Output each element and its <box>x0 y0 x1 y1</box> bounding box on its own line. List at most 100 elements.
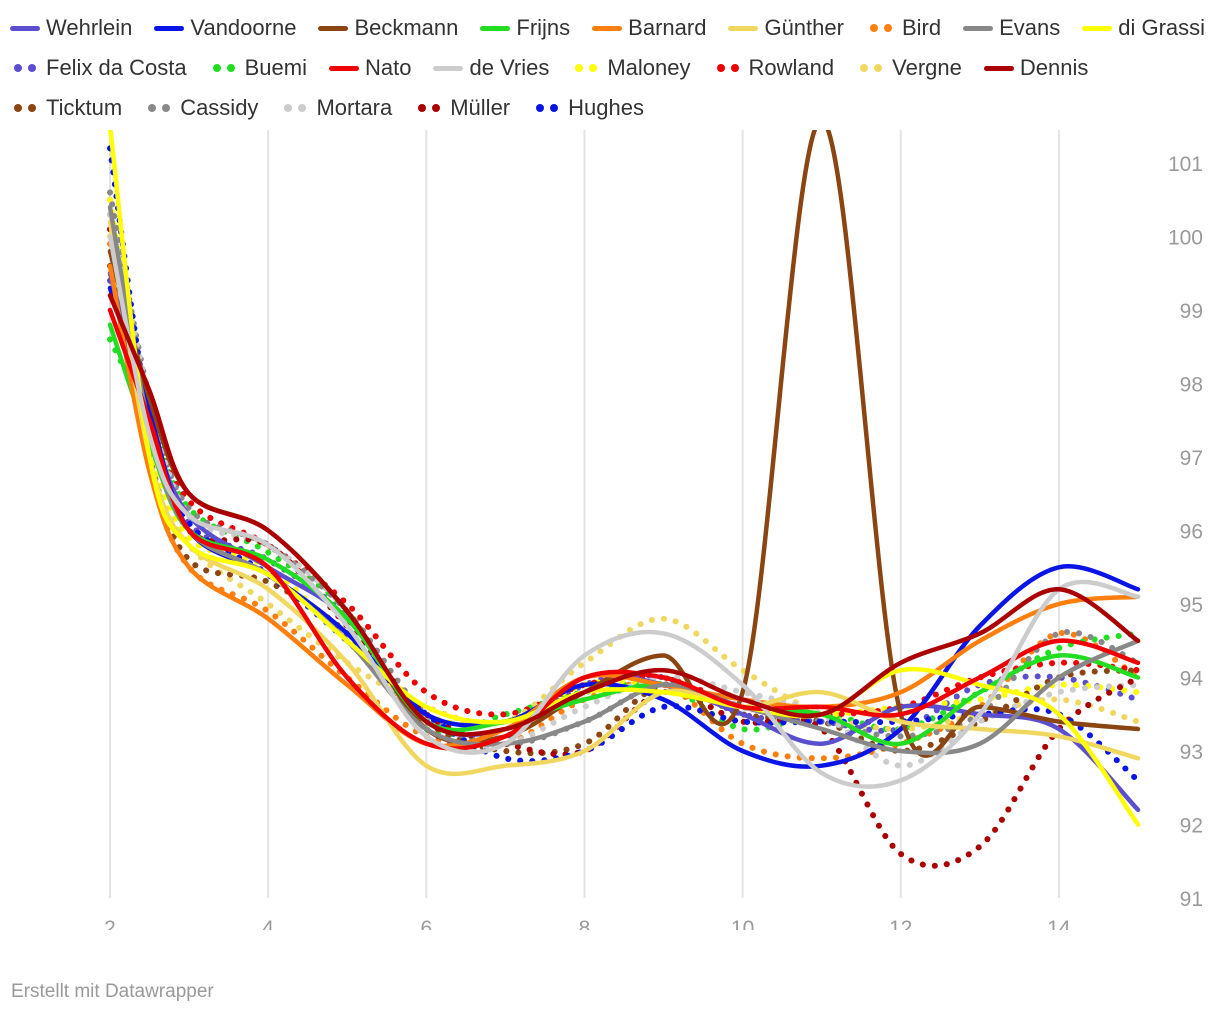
legend-swatch <box>963 21 994 35</box>
legend-label: Ticktum <box>46 95 123 120</box>
x-axis-ticks: 2 4 6 8 10 12 14 <box>104 917 1071 930</box>
legend-swatch <box>480 21 511 35</box>
legend-item: Evans <box>963 8 1060 48</box>
legend-swatch <box>713 61 743 75</box>
series-line-vergne <box>107 233 1141 732</box>
legend-item: Beckmann <box>318 8 458 48</box>
legend-label: Müller <box>450 95 511 120</box>
legend-swatch <box>10 21 40 35</box>
legend-item: Mortara <box>280 88 392 128</box>
legend-swatch <box>209 61 239 75</box>
footer-credit: Erstellt mit Datawrapper <box>11 981 214 1002</box>
legend-label: Nato <box>364 55 412 80</box>
legend-item: Rowland <box>713 48 835 88</box>
y-tick-label: 93 <box>1180 741 1203 764</box>
legend-label: Wehrlein <box>46 15 133 40</box>
legend-item: Vandoorne <box>154 8 296 48</box>
legend-swatch <box>328 61 359 75</box>
legend-label: Evans <box>999 15 1061 40</box>
legend-item: Frijns <box>480 8 570 48</box>
legend-item: Maloney <box>571 48 691 88</box>
legend-item: Cassidy <box>144 88 258 128</box>
series-line-nato <box>107 307 1141 751</box>
legend-item: Ticktum <box>10 88 122 128</box>
legend-label: Vergne <box>892 55 962 80</box>
legend-label: di Grassi <box>1118 15 1206 40</box>
line-chart: 2 4 6 8 10 12 14 91 92 93 94 95 96 97 98 99 100 101 <box>104 130 1203 930</box>
legend-swatch <box>728 21 759 35</box>
legend-label: Frijns <box>516 15 571 40</box>
legend-swatch <box>592 21 623 35</box>
series-line-ticktum <box>107 262 1141 757</box>
legend-swatch <box>983 61 1014 75</box>
x-tick-label: 10 <box>731 917 754 930</box>
legend-row-1: Wehrlein Vandoorne Beckmann Frijns Barnard Gü… <box>10 8 1220 48</box>
legend-swatch <box>144 101 174 115</box>
gridlines <box>109 130 1060 898</box>
legend-label: Rowland <box>748 55 835 80</box>
series-line-bird <box>107 240 1141 762</box>
x-tick-label: 6 <box>420 917 432 930</box>
legend-item: Vergne <box>856 48 962 88</box>
legend-label: Felix da Costa <box>46 55 187 80</box>
y-axis-ticks: 91 92 93 94 95 96 97 98 99 100 101 <box>1168 153 1203 911</box>
legend-item: Nato <box>328 48 412 88</box>
y-tick-label: 95 <box>1180 594 1203 617</box>
legend-item: Günther <box>728 8 844 48</box>
y-tick-label: 96 <box>1180 521 1203 544</box>
legend-swatch <box>1082 21 1113 35</box>
series-line-de-vries <box>107 234 1141 789</box>
y-tick-label: 97 <box>1180 447 1203 470</box>
legend-label: Maloney <box>607 55 691 80</box>
legend-swatch <box>414 101 444 115</box>
series-line-beckmann <box>107 130 1141 758</box>
legend-label: de Vries <box>469 55 550 80</box>
y-tick-label: 100 <box>1168 227 1203 250</box>
legend-label: Günther <box>764 15 844 40</box>
x-tick-label: 4 <box>262 917 274 930</box>
legend-swatch <box>10 61 40 75</box>
x-tick-label: 8 <box>579 917 591 930</box>
legend-swatch <box>571 61 601 75</box>
legend-swatch <box>154 21 185 35</box>
y-tick-label: 92 <box>1180 815 1203 838</box>
legend-swatch <box>866 21 896 35</box>
legend-row-2: Felix da Costa Buemi Nato de Vries Maloney Ro… <box>10 48 1110 88</box>
chart-legend: Wehrlein Vandoorne Beckmann Frijns Barnard Gü… <box>10 8 1215 132</box>
series-line-m-ller <box>107 226 1141 869</box>
legend-row-3: Ticktum Cassidy Mortara Müller Hughes <box>10 88 666 128</box>
legend-label: Hughes <box>568 95 644 120</box>
legend-label: Bird <box>901 15 942 40</box>
x-tick-label: 14 <box>1047 917 1071 930</box>
y-tick-label: 91 <box>1180 888 1203 911</box>
legend-swatch <box>318 21 349 35</box>
legend-swatch <box>10 101 40 115</box>
legend-item: de Vries <box>433 48 549 88</box>
legend-label: Beckmann <box>354 15 459 40</box>
legend-label: Cassidy <box>180 95 259 120</box>
legend-label: Barnard <box>628 15 707 40</box>
legend-swatch <box>433 61 464 75</box>
legend-swatch <box>532 101 562 115</box>
y-tick-label: 98 <box>1180 374 1203 397</box>
legend-label: Dennis <box>1019 55 1089 80</box>
legend-label: Buemi <box>244 55 307 80</box>
series-line-maloney <box>107 196 1141 729</box>
legend-item: Felix da Costa <box>10 48 187 88</box>
legend-item: Dennis <box>983 48 1089 88</box>
legend-item: Hughes <box>532 88 644 128</box>
series-lines <box>107 130 1141 869</box>
y-tick-label: 99 <box>1180 300 1203 323</box>
x-tick-label: 2 <box>104 917 116 930</box>
legend-swatch <box>856 61 886 75</box>
y-tick-label: 94 <box>1180 668 1204 691</box>
legend-item: Bird <box>866 8 941 48</box>
y-tick-label: 101 <box>1168 153 1203 176</box>
legend-item: Barnard <box>592 8 706 48</box>
legend-item: Buemi <box>209 48 307 88</box>
legend-item: di Grassi <box>1082 8 1205 48</box>
legend-item: Wehrlein <box>10 8 132 48</box>
legend-label: Vandoorne <box>190 15 297 40</box>
series-line-dennis <box>107 293 1141 737</box>
legend-label: Mortara <box>316 95 393 120</box>
